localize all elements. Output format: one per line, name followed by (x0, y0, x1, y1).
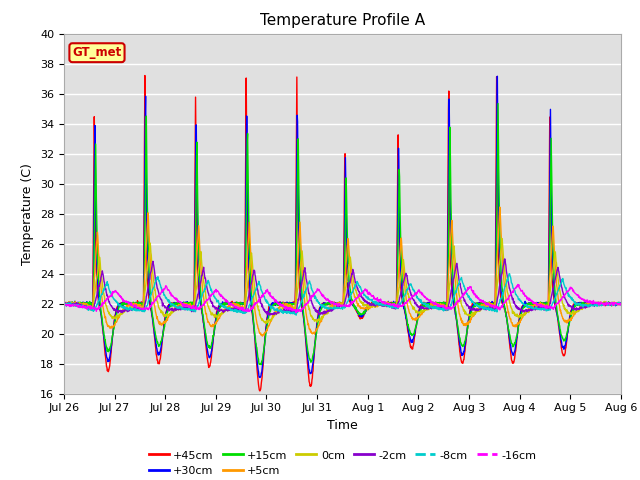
+15cm (273, 302, 281, 308)
-16cm (138, 305, 146, 311)
+5cm (138, 305, 146, 311)
-16cm (292, 310, 300, 315)
0cm (138, 305, 146, 311)
0cm (302, 287, 310, 292)
+45cm (302, 340, 310, 346)
Line: 0cm: 0cm (64, 239, 621, 324)
-8cm (302, 288, 310, 294)
Text: GT_met: GT_met (72, 46, 122, 59)
-8cm (273, 306, 281, 312)
+45cm (495, 270, 503, 276)
+15cm (490, 300, 497, 306)
-2cm (138, 308, 146, 313)
+5cm (574, 307, 582, 313)
+15cm (302, 331, 310, 336)
Title: Temperature Profile A: Temperature Profile A (260, 13, 425, 28)
+15cm (574, 302, 582, 308)
-8cm (292, 312, 300, 318)
-16cm (302, 302, 310, 308)
-8cm (138, 308, 146, 313)
-8cm (60, 300, 68, 306)
0cm (574, 307, 582, 313)
+5cm (617, 300, 625, 306)
-8cm (490, 307, 497, 313)
+30cm (138, 300, 146, 306)
Line: +15cm: +15cm (64, 104, 621, 365)
-2cm (302, 270, 310, 276)
0cm (60, 300, 68, 306)
+5cm (490, 304, 497, 310)
-8cm (506, 271, 513, 276)
Line: +30cm: +30cm (64, 76, 621, 377)
-16cm (495, 304, 502, 310)
Legend: +45cm, +30cm, +15cm, +5cm, 0cm, -2cm, -8cm, -16cm: +45cm, +30cm, +15cm, +5cm, 0cm, -2cm, -8… (145, 446, 540, 480)
Line: +5cm: +5cm (64, 207, 621, 336)
+30cm (493, 73, 501, 79)
+45cm (256, 388, 264, 394)
+30cm (273, 302, 281, 308)
-16cm (515, 282, 522, 288)
+45cm (141, 72, 148, 78)
+45cm (490, 300, 498, 306)
0cm (273, 309, 281, 314)
+30cm (490, 302, 497, 308)
-8cm (617, 301, 625, 307)
Line: -8cm: -8cm (64, 274, 621, 315)
-16cm (490, 302, 497, 308)
+5cm (495, 225, 502, 231)
-8cm (574, 300, 582, 306)
Y-axis label: Temperature (C): Temperature (C) (22, 163, 35, 264)
Line: +45cm: +45cm (64, 75, 621, 391)
+5cm (60, 301, 68, 307)
0cm (262, 321, 269, 326)
0cm (617, 300, 625, 306)
+45cm (574, 301, 582, 307)
+45cm (274, 301, 282, 307)
+15cm (495, 191, 503, 197)
+30cm (60, 300, 68, 306)
-2cm (501, 256, 509, 262)
+5cm (259, 333, 266, 339)
+45cm (60, 300, 68, 306)
-2cm (273, 310, 281, 316)
-2cm (617, 301, 625, 307)
0cm (490, 304, 497, 310)
-16cm (617, 301, 625, 307)
-16cm (273, 300, 281, 305)
+5cm (496, 204, 504, 210)
-16cm (574, 293, 582, 299)
+15cm (494, 101, 502, 107)
+15cm (60, 301, 68, 307)
+5cm (273, 308, 281, 313)
+30cm (302, 334, 310, 340)
+15cm (617, 301, 625, 307)
0cm (495, 268, 502, 274)
-8cm (495, 301, 502, 307)
-2cm (60, 300, 68, 306)
-2cm (490, 306, 497, 312)
+45cm (617, 300, 625, 306)
-16cm (60, 304, 68, 310)
-2cm (266, 312, 273, 318)
+5cm (302, 307, 310, 313)
-2cm (574, 307, 582, 312)
+15cm (257, 362, 265, 368)
0cm (498, 236, 506, 241)
+30cm (495, 240, 503, 246)
Line: -2cm: -2cm (64, 259, 621, 315)
Line: -16cm: -16cm (64, 285, 621, 312)
-2cm (495, 288, 502, 294)
+30cm (617, 300, 625, 306)
+30cm (256, 374, 264, 380)
X-axis label: Time: Time (327, 419, 358, 432)
+30cm (574, 300, 582, 306)
+45cm (138, 300, 146, 306)
+15cm (138, 302, 146, 308)
